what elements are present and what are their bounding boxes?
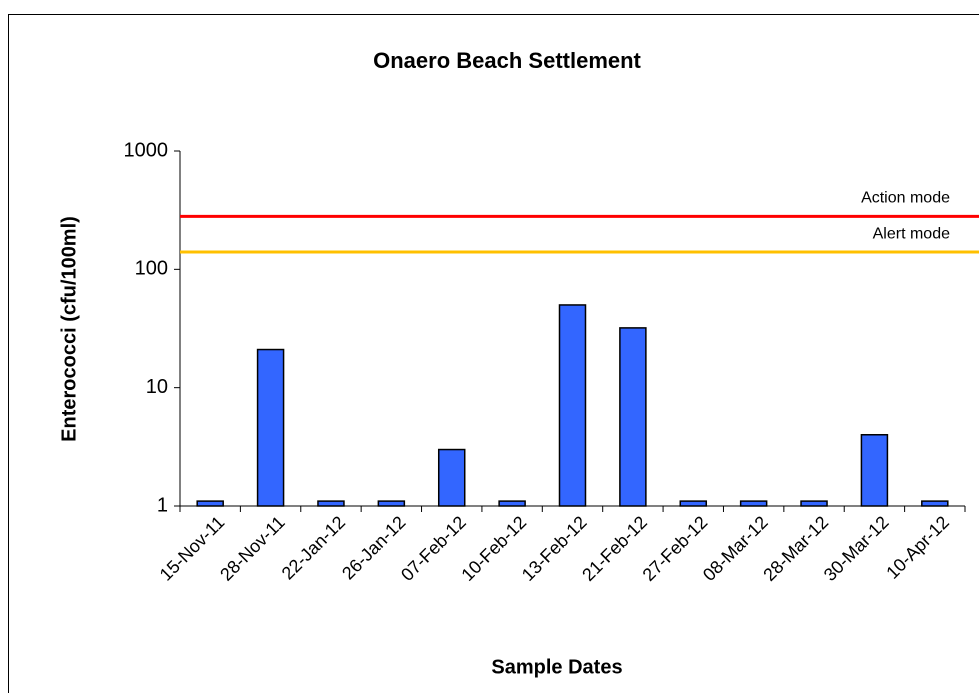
bar	[679, 500, 708, 507]
bar	[437, 448, 466, 507]
bar	[196, 500, 224, 507]
bar	[800, 500, 828, 507]
reference-label: Action mode	[861, 190, 950, 207]
y-axis-label: Enterococci (cfu/100ml)	[58, 216, 80, 442]
chart-title: Onaero Beach Settlement	[373, 48, 641, 73]
y-tick-label: 100	[135, 258, 168, 280]
bar	[317, 500, 345, 507]
chart-frame	[8, 14, 979, 693]
bar	[619, 327, 647, 507]
bar	[921, 500, 949, 507]
bar	[739, 500, 768, 507]
y-tick-label: 1000	[124, 139, 169, 161]
x-axis-label: Sample Dates	[491, 656, 622, 678]
reference-label: Alert mode	[873, 225, 950, 242]
y-tick-label: 10	[146, 376, 168, 398]
bar	[377, 500, 406, 507]
bar	[558, 304, 587, 507]
y-tick-label: 1	[157, 494, 168, 516]
bar	[256, 348, 285, 507]
bar	[498, 500, 526, 507]
bar	[860, 434, 889, 507]
